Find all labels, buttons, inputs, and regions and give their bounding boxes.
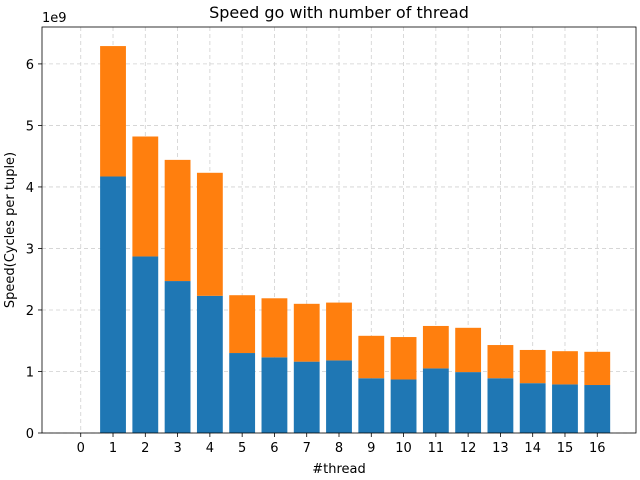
bar-segment-bottom [326,360,352,433]
x-tick-label: 8 [335,441,343,456]
x-tick-label: 6 [270,441,278,456]
bar-segment-top [487,345,514,379]
y-axis-offset-label: 1e9 [42,11,67,26]
x-tick-label: 11 [428,441,445,456]
bar-segment-bottom [132,256,159,433]
bar-segment-top [390,337,417,380]
bar-segment-bottom [552,384,578,433]
x-tick-label: 9 [367,441,375,456]
bar-segment-top [229,295,256,354]
x-tick-label: 16 [589,441,606,456]
y-tick-label: 2 [26,304,34,319]
y-axis-ticks: 0 1 2 3 4 5 6 [26,58,42,442]
x-tick-label: 12 [460,441,477,456]
x-tick-label: 5 [238,441,246,456]
x-tick-label: 7 [303,441,311,456]
bar-segment-top [196,172,223,296]
bar-segment-bottom [358,378,385,433]
x-tick-label: 13 [492,441,509,456]
y-tick-label: 1 [26,365,34,380]
bar-segment-top [132,136,159,257]
y-tick-label: 5 [26,119,34,134]
x-tick-label: 15 [557,441,574,456]
bar-segment-bottom [293,361,320,433]
bar-segment-top [293,303,320,362]
chart-title: Speed go with number of thread [209,3,469,22]
x-tick-label: 4 [206,441,214,456]
bar-segment-top [552,351,578,385]
bar-segment-bottom [390,379,417,433]
x-tick-label: 0 [77,441,85,456]
y-tick-label: 0 [26,427,34,442]
bar-segment-top [519,349,546,384]
bar-segment-top [164,159,191,282]
x-axis-ticks: 0 1 2 3 4 5 6 7 8 9 10 11 12 13 14 15 16 [77,433,606,456]
bar-segment-bottom [422,368,449,433]
bar-segment-bottom [196,295,223,433]
x-tick-label: 10 [395,441,412,456]
y-tick-label: 3 [26,242,34,257]
bars [100,46,611,433]
bar-segment-bottom [487,378,514,433]
bar-segment-bottom [584,385,611,433]
x-tick-label: 2 [141,441,149,456]
x-axis-title: #thread [312,462,366,477]
y-tick-label: 6 [26,58,34,73]
bar-segment-bottom [100,176,126,433]
bar-segment-top [100,46,126,177]
bar-segment-bottom [164,281,191,433]
bar-segment-bottom [455,372,482,433]
bar-segment-top [326,302,352,361]
x-tick-label: 1 [109,441,117,456]
bar-segment-bottom [261,357,288,433]
y-tick-label: 4 [26,181,34,196]
bar-segment-top [261,298,288,358]
x-tick-label: 3 [173,441,181,456]
bar-segment-bottom [519,383,546,433]
bar-segment-top [358,335,385,379]
bar-segment-top [455,327,482,373]
bar-segment-top [584,351,611,386]
x-tick-label: 14 [524,441,541,456]
bar-segment-bottom [229,353,256,433]
bar-segment-top [422,325,449,369]
y-axis-title: Speed(Cycles per tuple) [3,152,18,308]
